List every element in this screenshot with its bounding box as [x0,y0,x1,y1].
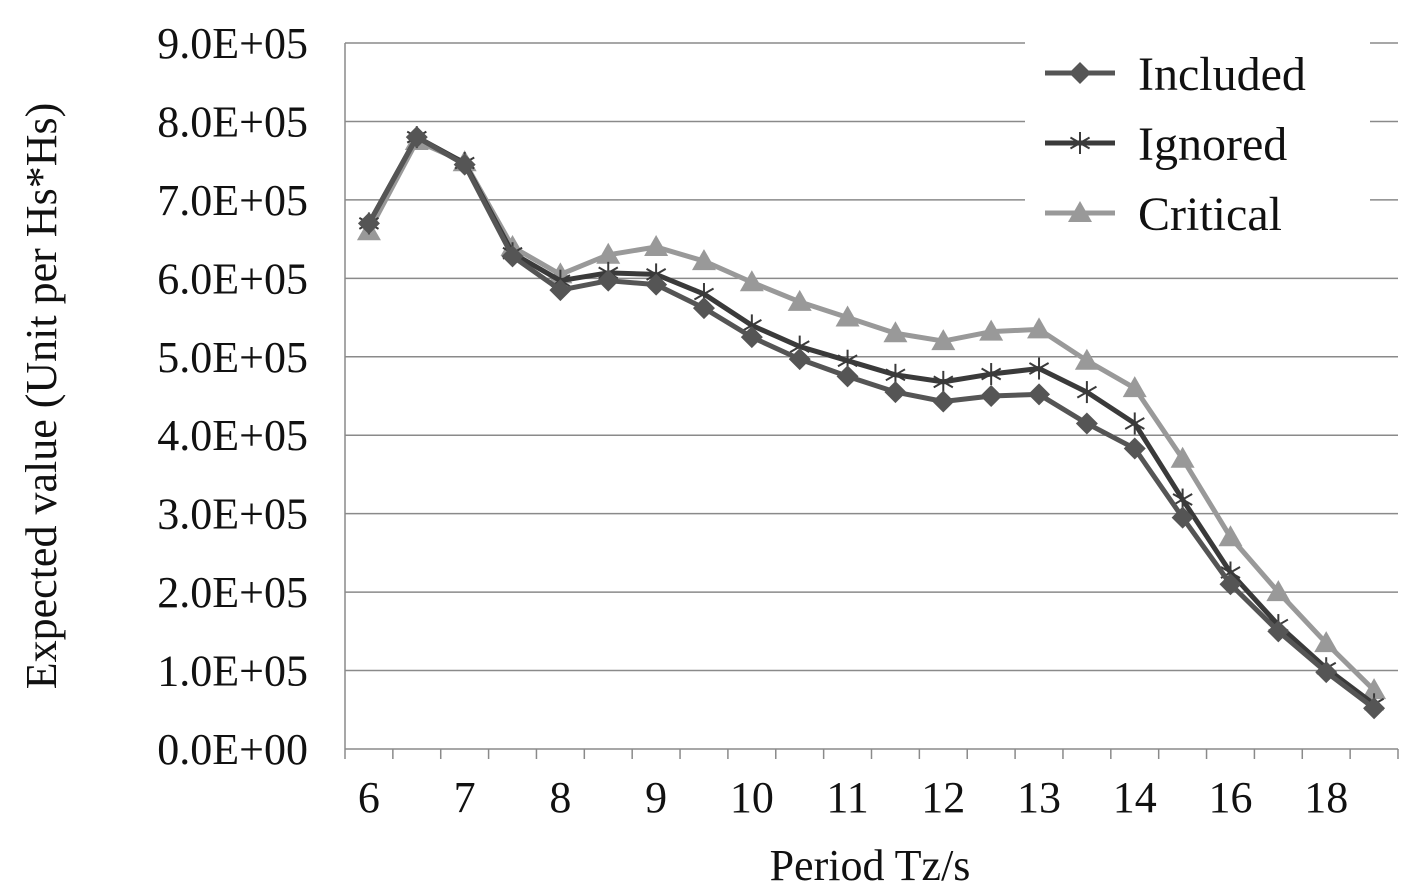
data-point-critical [835,305,860,327]
data-point-critical [596,242,621,264]
x-tick-label: 12 [921,773,965,822]
data-point-included [1315,661,1338,684]
series-line-included [366,134,1376,711]
y-tick-label: 7.0E+05 [157,176,308,225]
data-point-included [549,279,572,302]
data-point-included [1171,506,1194,529]
axes: 0.0E+00 1.0E+05 2.0E+05 3.0E+05 4.0E+05 5.0E+… [17,19,1399,890]
data-point-included [645,273,668,296]
x-tick-label: 9 [645,773,667,822]
data-point-critical [1218,525,1243,547]
y-tick-label: 0.0E+00 [157,725,308,774]
data-point-included [692,297,715,320]
data-point-ignored [1028,357,1050,380]
data-point-critical [787,289,812,311]
data-point-included [836,365,859,388]
data-point-included [1075,412,1098,435]
data-point-critical [883,321,908,343]
x-tick-label: 14 [1113,773,1157,822]
data-point-ignored [1076,381,1097,404]
data-point-included [1267,620,1290,643]
data-point-critical [931,329,956,351]
data-point-critical [644,234,669,256]
data-point-included [1363,697,1386,720]
data-point-ignored [1124,412,1145,435]
x-tick-label: 11 [826,773,868,822]
x-tick-label: 6 [358,773,380,822]
legend: Included Ignored Critical [1025,42,1370,242]
x-axis-title: Period Tz/s [770,841,971,890]
data-point-included [1028,383,1051,406]
data-point-critical [1122,376,1147,398]
series-included [357,126,1386,720]
data-point-critical [1170,446,1195,468]
y-tick-label: 5.0E+05 [157,333,308,382]
y-tick-label: 1.0E+05 [157,647,308,696]
data-point-critical [1027,317,1052,339]
data-point-included [1219,573,1242,596]
x-tick-label: 13 [1017,773,1061,822]
series-line-ignored [366,134,1376,707]
y-tick-label: 4.0E+05 [157,411,308,460]
data-point-critical [1266,580,1291,602]
legend-label: Included [1138,48,1306,101]
y-tick-label: 6.0E+05 [157,254,308,303]
y-tick-label: 9.0E+05 [157,19,308,68]
legend-item-critical: Critical [1045,188,1282,241]
legend-item-included: Included [1045,48,1306,101]
gridlines [345,42,1398,672]
data-point-included [740,326,763,349]
data-point-included [1123,437,1146,460]
x-tick-label: 18 [1304,773,1348,822]
data-point-included [405,126,428,149]
data-point-included [980,385,1003,407]
legend-label: Critical [1138,188,1282,241]
x-tick-label: 10 [730,773,774,822]
data-point-critical [979,319,1004,341]
data-point-critical [1314,631,1339,653]
legend-marker-asterisk-icon [1069,132,1091,154]
x-tick-label: 7 [454,773,476,822]
data-point-critical [691,249,716,271]
y-axis-title: Expected value (Unit per Hs*Hs) [17,103,66,689]
y-tick-label: 2.0E+05 [157,568,308,617]
series-line-critical [366,138,1376,692]
x-tick-label: 16 [1208,773,1252,822]
data-point-included [453,153,476,176]
y-tick-label: 3.0E+05 [157,490,308,539]
data-point-critical [1074,348,1099,370]
x-tick-label: 8 [549,773,571,822]
y-tick-label: 8.0E+05 [157,97,308,146]
data-point-included [884,381,907,404]
legend-item-ignored: Ignored [1045,118,1287,171]
data-point-ignored [981,363,1002,386]
legend-marker-diamond-icon [1069,62,1091,84]
data-point-included [932,390,955,413]
data-point-critical [739,270,764,292]
data-point-ignored [933,370,954,393]
series-lines [356,126,1387,720]
data-point-included [357,212,380,235]
legend-label: Ignored [1138,118,1287,171]
data-point-included [597,269,620,292]
legend-marker-triangle-icon [1068,201,1092,222]
data-point-included [788,348,811,371]
data-point-critical [1362,678,1387,700]
data-point-included [501,245,524,268]
